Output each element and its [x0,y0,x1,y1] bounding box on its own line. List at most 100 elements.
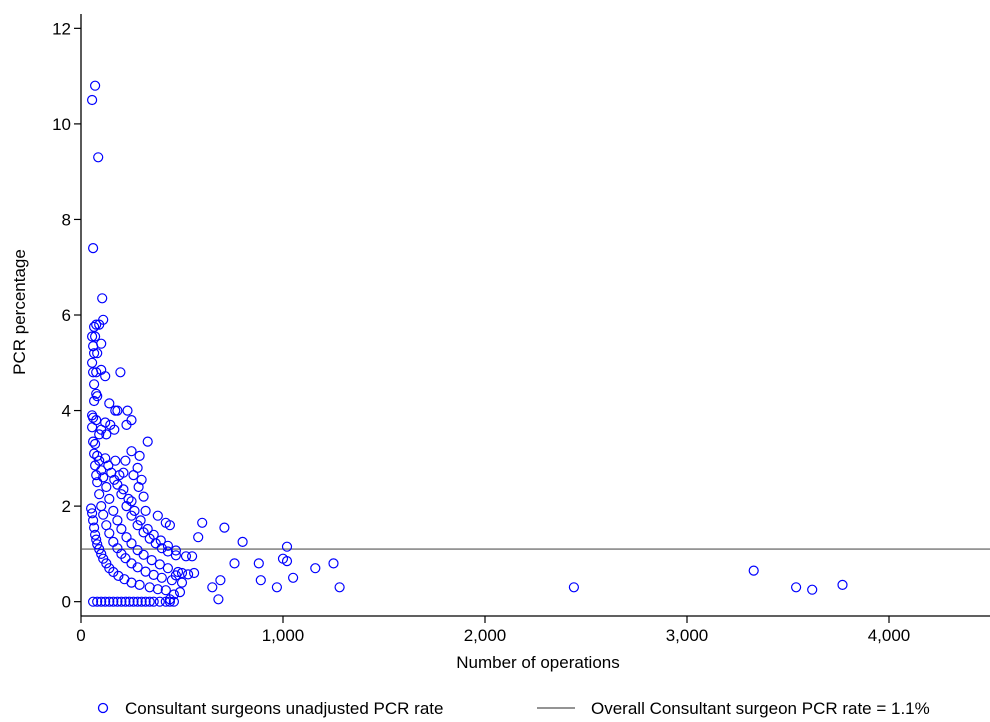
data-point [85,503,97,514]
data-point [98,472,109,483]
data-point [160,596,171,607]
data-point [112,596,123,607]
data-point [96,501,107,512]
data-point [120,596,131,607]
data-point [101,429,112,440]
data-point [89,80,101,91]
data-point [103,460,114,471]
data-point [94,429,105,440]
data-point [116,596,127,607]
data-point [116,523,127,535]
data-point [166,575,177,586]
data-point [96,548,107,560]
data-point [89,529,101,540]
data-point [170,545,181,556]
y-tick-label: 8 [62,210,71,229]
data-point [92,348,103,359]
data-point [219,522,230,533]
data-point [129,505,140,516]
data-point [118,484,129,495]
data-point [174,586,186,598]
data-point [87,436,99,447]
data-point [135,515,146,526]
data-point [172,566,184,578]
x-tick-label: 3,000 [666,626,709,645]
data-point [168,596,179,607]
data-point [86,508,98,519]
data-point [132,544,143,556]
data-point [154,559,165,570]
data-point [229,558,240,569]
data-point [136,474,147,485]
data-point [88,348,100,359]
data-point [94,543,105,555]
data-point [86,357,98,368]
data-point [94,319,105,330]
data-point [144,582,155,593]
data-point [148,596,159,607]
data-point [136,596,147,607]
y-tick-label: 4 [62,402,71,421]
data-point [164,596,175,607]
legend: Consultant surgeons unadjusted PCR rate … [97,699,930,718]
x-tick-label: 1,000 [262,626,305,645]
plot-frame [80,14,990,617]
y-tick-label: 12 [52,19,71,38]
legend-label-reference-line: Overall Consultant surgeon PCR rate = 1.… [591,699,930,718]
data-point [176,577,188,588]
data-point [133,481,144,493]
data-point [142,523,153,535]
data-point [253,558,264,569]
data-point [152,510,163,521]
x-tick-label: 2,000 [464,626,507,645]
data-point [93,152,104,163]
data-point [213,594,224,605]
data-point [88,522,100,533]
data-point [207,582,218,593]
data-point [144,596,155,607]
data-point [110,455,121,466]
y-tick-label: 6 [62,306,71,325]
data-point [94,455,105,466]
data-point [120,455,131,466]
data-point [126,446,137,457]
data-point [215,575,226,586]
data-point [128,470,139,481]
y-axis-ticks: 0 2 4 6 8 10 12 [52,19,81,612]
data-point [134,579,145,591]
data-point [86,422,98,433]
data-point [156,572,167,583]
data-point [96,596,107,607]
data-point [87,596,99,607]
data-point [162,546,173,557]
data-point [154,596,165,607]
data-point [92,391,103,402]
data-point [837,579,848,591]
data-point [142,436,153,447]
data-point [138,491,149,502]
data-point [124,596,135,607]
data-point [114,470,125,481]
data-point [109,424,120,435]
points-layer [85,80,848,607]
data-point [146,554,157,566]
data-point [237,536,248,548]
data-point [87,243,99,254]
data-point [100,371,111,382]
data-point [113,570,124,582]
data-point [138,549,149,560]
data-point [89,331,101,342]
data-point [86,331,98,342]
data-point [104,398,115,409]
data-point [162,540,173,551]
data-point [152,584,163,595]
data-point [150,538,161,549]
y-tick-label: 0 [62,593,71,612]
data-point [89,438,101,450]
data-point [91,367,102,378]
data-point [271,582,282,593]
data-point [116,489,127,500]
data-point [123,493,134,504]
data-point [288,572,299,583]
